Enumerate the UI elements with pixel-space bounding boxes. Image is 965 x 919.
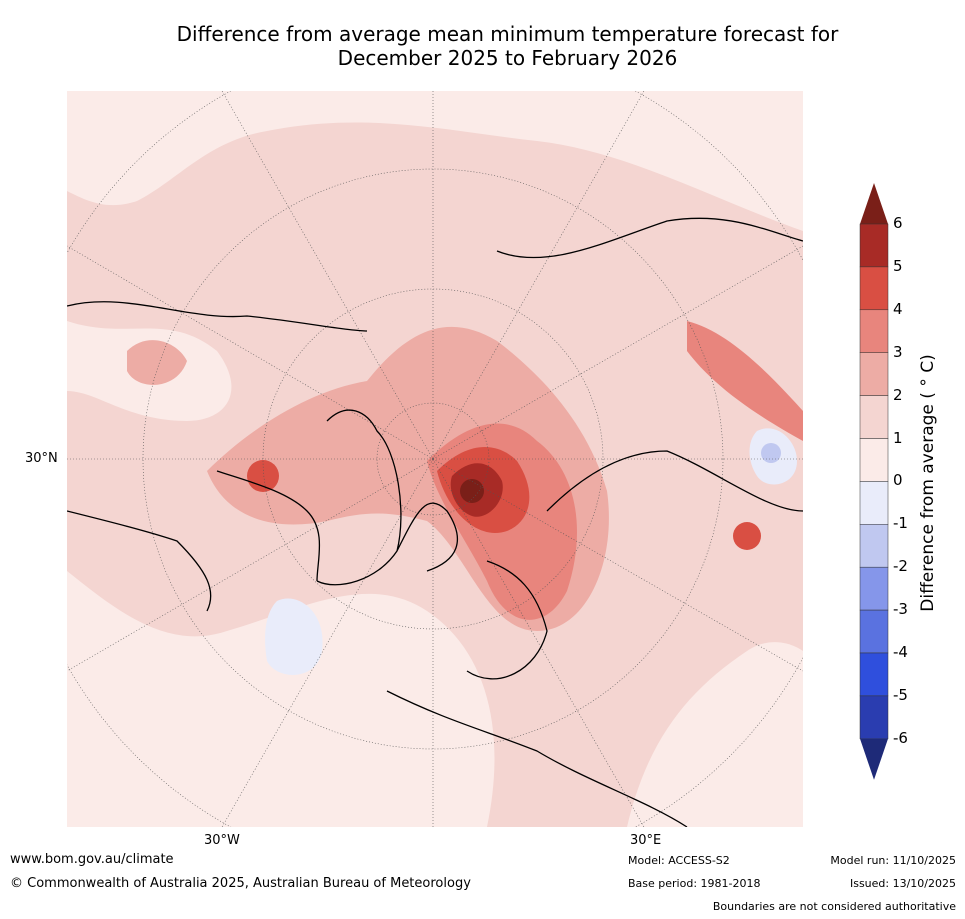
colorbar-tick-label: -5 [893, 685, 908, 704]
issued-date: Issued: 13/10/2025 [849, 877, 956, 890]
title-line-2: December 2025 to February 2026 [337, 46, 678, 70]
anomaly-region [67, 91, 803, 231]
colorbar-bin [859, 352, 889, 396]
colorbar-tick-label: -3 [893, 600, 908, 619]
lon-label: 30°W [204, 833, 240, 848]
cool-anomaly-region [265, 598, 323, 675]
anomaly-region [247, 460, 279, 492]
cool-anomaly-region [761, 443, 781, 463]
colorbar-bin [859, 524, 889, 568]
colorbar-bin [859, 609, 889, 654]
copyright: © Commonwealth of Australia 2025, Austra… [10, 876, 471, 891]
anomaly-region [460, 479, 484, 503]
website-link[interactable]: www.bom.gov.au/climate [10, 852, 174, 867]
colorbar-tick-label: 5 [893, 256, 903, 275]
temperature-anomaly-map [67, 91, 803, 827]
colorbar-title: Difference from average ( ° C) [918, 354, 938, 612]
colorbar-tick-label: 6 [893, 214, 903, 232]
colorbar-tick-label: 3 [893, 342, 903, 361]
anomaly-region [67, 571, 495, 827]
coastlines [67, 217, 803, 827]
colorbar-tick-label: -1 [893, 514, 908, 533]
colorbar [859, 183, 889, 780]
colorbar-bin [859, 481, 889, 525]
graticule [67, 91, 803, 827]
colorbar-tick-label: 2 [893, 385, 903, 404]
lat-label: 30°N [25, 451, 58, 466]
colorbar-bin [859, 266, 889, 311]
anomaly-region [733, 522, 761, 550]
colorbar-bin [859, 309, 889, 353]
colorbar-tick-label: -2 [893, 557, 908, 576]
colorbar-bin [859, 652, 889, 697]
anomaly-region [687, 321, 803, 441]
title-line-1: Difference from average mean minimum tem… [176, 22, 839, 46]
colorbar-over-extension [860, 183, 888, 224]
colorbar-bin [859, 395, 889, 439]
boundaries-disclaimer: Boundaries are not considered authoritat… [712, 900, 956, 913]
anomaly-region [127, 340, 187, 385]
colorbar-bin [859, 566, 889, 611]
anomaly-region [627, 642, 803, 827]
lon-label: 30°E [630, 833, 662, 848]
colorbar-under-extension [860, 738, 888, 780]
colorbar-tick-label: 1 [893, 428, 903, 447]
colorbar-tick-label: 4 [893, 299, 903, 318]
colorbar-bin [859, 438, 889, 482]
model-run: Model run: 11/10/2025 [830, 854, 956, 867]
base-period: Base period: 1981-2018 [628, 877, 761, 890]
model-name: Model: ACCESS-S2 [628, 854, 730, 867]
colorbar-bin [859, 223, 889, 268]
colorbar-tick-label: 0 [893, 471, 903, 490]
figure-title: Difference from average mean minimum tem… [100, 22, 915, 70]
colorbar-tick-label: -6 [893, 728, 908, 747]
colorbar-tick-label: -4 [893, 643, 908, 661]
colorbar-bin [859, 695, 889, 740]
